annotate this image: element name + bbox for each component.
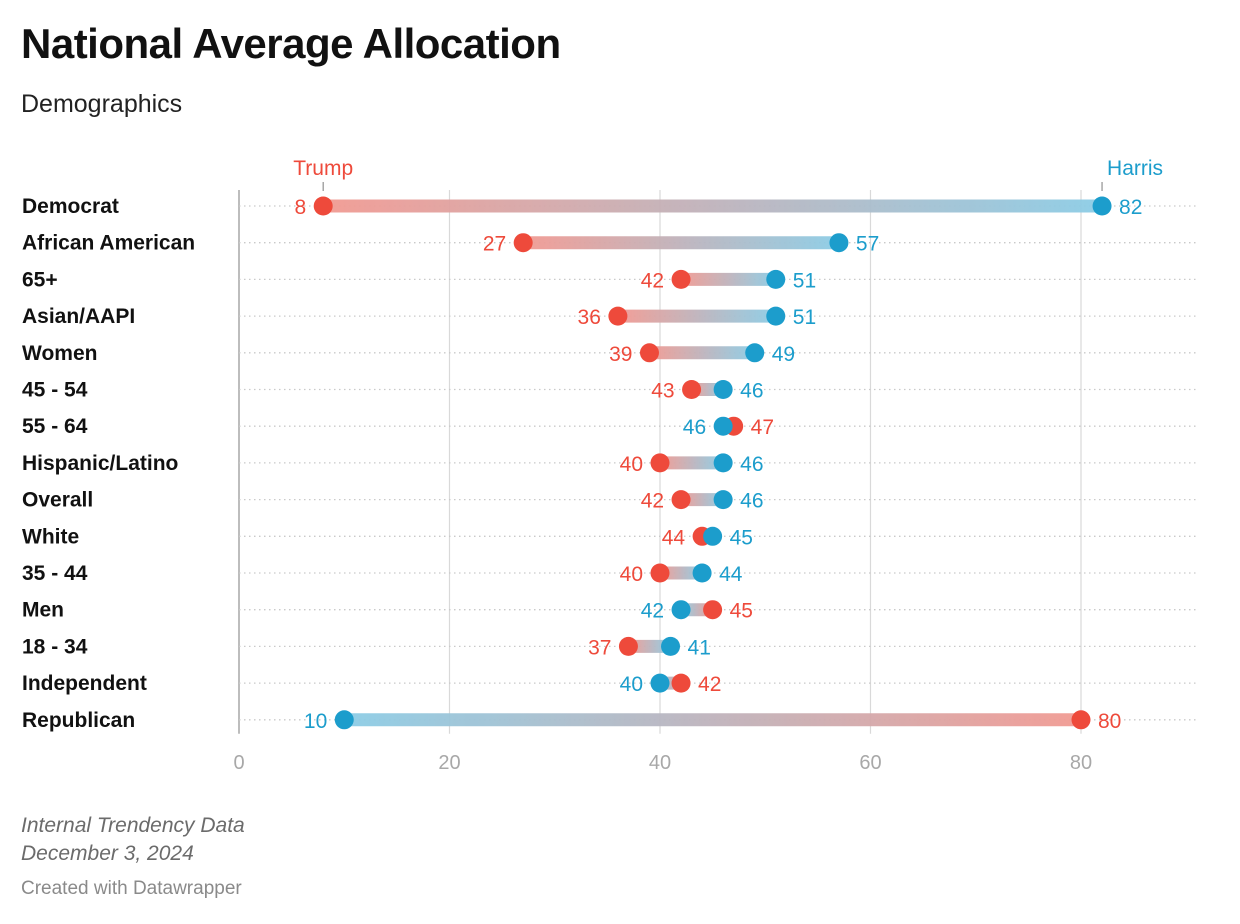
row-label: 45 - 54: [22, 379, 88, 402]
trump-value: 40: [620, 453, 643, 476]
trump-value: 43: [651, 380, 674, 403]
date-note: December 3, 2024: [21, 842, 194, 865]
row-label: White: [22, 525, 79, 548]
harris-value: 49: [772, 343, 795, 366]
x-tick-label: 40: [649, 752, 671, 774]
harris-value: 57: [856, 233, 879, 256]
datawrapper-credit: Created with Datawrapper: [21, 878, 242, 899]
trump-dot: [650, 563, 670, 583]
harris-value: 46: [740, 380, 763, 403]
harris-dot: [713, 380, 733, 399]
trump-dot: [513, 233, 533, 253]
row-label: Independent: [22, 672, 147, 695]
trump-value: 80: [1098, 710, 1121, 733]
row-label: Republican: [22, 709, 135, 732]
harris-dot: [703, 526, 723, 546]
row-label: Overall: [22, 489, 93, 512]
chart-notes: Internal Trendency Data December 3, 2024: [21, 812, 245, 868]
trump-dot: [313, 196, 333, 216]
x-tick-label: 80: [1070, 752, 1092, 774]
harris-value: 51: [793, 269, 816, 292]
harris-value: 46: [683, 416, 706, 439]
trump-dot: [703, 600, 723, 620]
row-label: 18 - 34: [22, 635, 88, 658]
harris-value: 45: [730, 526, 753, 549]
row-label: Asian/AAPI: [22, 305, 135, 328]
legend-trump: Trump: [293, 157, 353, 180]
row-label: 65+: [22, 268, 58, 291]
x-tick-label: 60: [859, 752, 881, 774]
x-tick-label: 0: [233, 752, 244, 774]
trump-dot: [608, 306, 628, 326]
chart-subtitle: Demographics: [21, 90, 183, 118]
harris-value: 40: [620, 673, 643, 696]
harris-value: 10: [304, 710, 327, 733]
row-label: Women: [22, 342, 97, 365]
trump-value: 39: [609, 343, 632, 366]
trump-dot: [1071, 710, 1091, 730]
harris-value: 44: [719, 563, 743, 586]
trump-value: 27: [483, 233, 506, 256]
harris-dot: [713, 453, 733, 473]
harris-dot: [766, 269, 786, 289]
trump-value: 42: [641, 490, 664, 513]
source-note: Internal Trendency Data: [21, 814, 245, 837]
legend-harris: Harris: [1107, 157, 1163, 180]
row-label: 35 - 44: [22, 562, 88, 585]
row-label: African American: [22, 232, 195, 255]
row-label: Men: [22, 599, 64, 622]
trump-value: 45: [730, 600, 753, 623]
row-label: 55 - 64: [22, 415, 88, 438]
trump-value: 37: [588, 636, 611, 659]
trump-value: 47: [751, 416, 774, 439]
row-label: Hispanic/Latino: [22, 452, 178, 475]
harris-dot: [829, 233, 849, 253]
row-label: Democrat: [22, 195, 119, 218]
harris-dot: [661, 636, 681, 656]
trump-dot: [639, 343, 659, 363]
trump-dot: [618, 636, 638, 656]
harris-dot: [1092, 196, 1112, 216]
trump-value: 42: [698, 673, 721, 696]
harris-value: 46: [740, 453, 763, 476]
harris-dot: [334, 710, 354, 730]
harris-dot: [671, 600, 691, 620]
chart-title: National Average Allocation: [21, 20, 561, 67]
dot-range-chart: 0 20 40 60 80 Democrat 8 82 African American 27 57…: [22, 157, 1196, 774]
trump-value: 42: [641, 269, 664, 292]
harris-value: 42: [641, 600, 664, 623]
harris-value: 82: [1119, 196, 1142, 219]
trump-dot: [682, 380, 702, 399]
trump-value: 40: [620, 563, 643, 586]
harris-dot: [713, 490, 733, 510]
harris-dot: [745, 343, 765, 363]
x-tick-label: 20: [438, 752, 460, 774]
trump-dot: [671, 673, 691, 693]
harris-dot: [766, 306, 786, 326]
trump-dot: [671, 269, 691, 289]
harris-dot: [692, 563, 712, 583]
trump-value: 36: [578, 306, 601, 329]
harris-value: 46: [740, 490, 763, 513]
trump-dot: [671, 490, 691, 510]
trump-value: 8: [295, 196, 307, 219]
trump-dot: [650, 453, 670, 473]
trump-value: 44: [662, 526, 686, 549]
harris-value: 41: [688, 636, 711, 659]
harris-dot: [713, 416, 733, 436]
harris-dot: [650, 673, 670, 693]
harris-value: 51: [793, 306, 816, 329]
